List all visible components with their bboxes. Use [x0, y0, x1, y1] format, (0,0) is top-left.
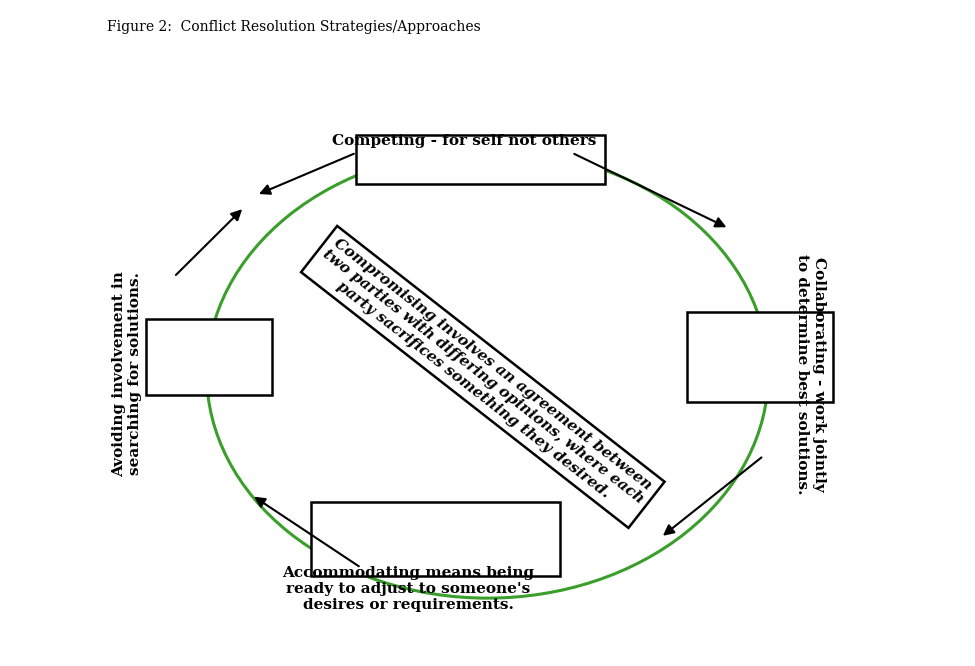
FancyBboxPatch shape — [146, 319, 272, 395]
Text: Figure 2:  Conflict Resolution Strategies/Approaches: Figure 2: Conflict Resolution Strategies… — [107, 20, 481, 34]
FancyBboxPatch shape — [311, 501, 560, 576]
Text: Competing - for self not others: Competing - for self not others — [332, 134, 597, 148]
Text: Accommodating means being
ready to adjust to someone's
desires or requirements.: Accommodating means being ready to adjus… — [282, 566, 534, 612]
Text: Avoiding involvement in
searching for solutions.: Avoiding involvement in searching for so… — [112, 271, 142, 477]
Text: Compromising involves an agreement between
two parties with differing opinions, : Compromising involves an agreement betwe… — [310, 234, 656, 519]
Text: Collaborating - work jointly
to determine best solutions.: Collaborating - work jointly to determin… — [796, 254, 826, 494]
FancyBboxPatch shape — [356, 135, 605, 184]
FancyBboxPatch shape — [687, 312, 834, 402]
